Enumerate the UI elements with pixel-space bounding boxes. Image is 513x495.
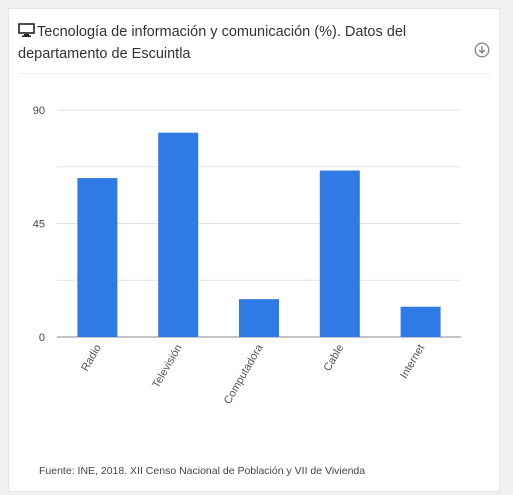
y-tick-label: 0 (39, 332, 45, 344)
header-divider (18, 73, 490, 74)
x-tick-label: Televisión (150, 343, 185, 391)
chart-title: Tecnología de información y comunicación… (18, 24, 407, 62)
bar-televisión (158, 132, 199, 337)
download-icon[interactable] (474, 42, 490, 58)
y-tick-label: 90 (33, 105, 45, 117)
monitor-icon (18, 23, 35, 37)
y-tick-label: 45 (33, 219, 45, 231)
x-tick-label: Internet (398, 343, 427, 381)
x-tick-label: Cable (322, 343, 347, 374)
x-tick-label: Computadora (222, 342, 266, 406)
bar-radio (77, 178, 118, 337)
bar-cable (319, 170, 360, 337)
source-note: Fuente: INE, 2018. XII Censo Nacional de… (39, 465, 366, 477)
bar-internet (400, 306, 441, 337)
x-tick-label: Radio (79, 343, 104, 374)
chart-header: Tecnología de información y comunicación… (18, 21, 478, 65)
bar-computadora (239, 299, 279, 337)
